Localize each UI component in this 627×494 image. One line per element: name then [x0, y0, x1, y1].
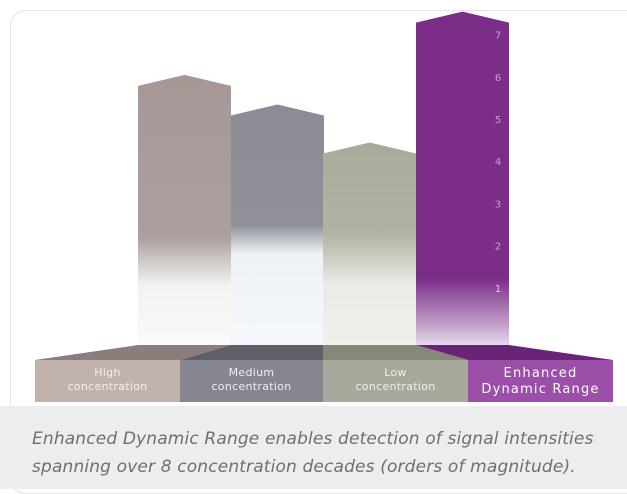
category-labels: HighconcentrationMediumconcentrationLowc… [35, 360, 613, 402]
base-segment [180, 345, 323, 360]
y-tick-label: 5 [495, 115, 501, 126]
category-label-text: Low [384, 366, 407, 379]
category-label-text: High [94, 366, 120, 379]
category-label-text: concentration [211, 380, 291, 393]
category-label-text: Medium [229, 366, 275, 379]
y-tick-label: 4 [495, 157, 501, 168]
y-tick-label: 1 [495, 284, 501, 295]
y-tick-label: 7 [495, 31, 501, 42]
base-segment [416, 345, 613, 360]
caption-line-2: spanning over 8 concentration decades (o… [32, 457, 576, 477]
caption-line-1: Enhanced Dynamic Range enables detection… [32, 429, 594, 449]
category-label-box [468, 360, 613, 402]
y-tick-label: 6 [495, 73, 501, 84]
base-segment [323, 345, 468, 360]
category-label-text: concentration [67, 380, 147, 393]
bar-low-concentration [323, 142, 416, 345]
figure-caption: Enhanced Dynamic Range enables detection… [0, 406, 627, 489]
bar-enhanced-dynamic-range [416, 11, 509, 346]
category-label-text: concentration [355, 380, 435, 393]
category-label-box [180, 360, 323, 402]
base-segment [35, 345, 231, 360]
category-label-text: Enhanced [504, 366, 578, 381]
bar-high-concentration [138, 74, 231, 346]
y-tick-label: 3 [495, 199, 501, 210]
category-label-box [35, 360, 180, 402]
base-layer [35, 345, 613, 360]
category-label-text: Dynamic Range [481, 382, 599, 397]
bar-medium-concentration [231, 104, 324, 346]
bars-layer [138, 11, 509, 346]
y-ticks: 1 2 3 4 5 6 7 [495, 31, 501, 295]
y-tick-label: 2 [495, 242, 501, 253]
category-label-box [323, 360, 468, 402]
